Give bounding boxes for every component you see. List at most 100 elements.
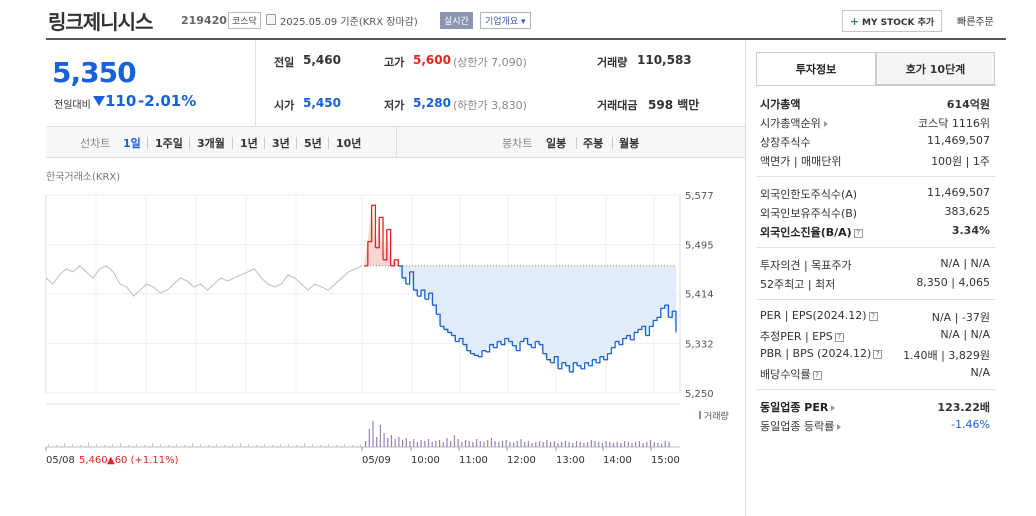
candle-weekly[interactable]: 주봉 — [583, 137, 604, 150]
volume-bar — [635, 442, 637, 447]
price-segment — [668, 311, 673, 318]
period-divider — [396, 127, 397, 158]
volume-bar — [387, 438, 389, 447]
volume-bar — [553, 441, 555, 447]
quick-order-link[interactable]: 빠른주문 — [957, 17, 994, 28]
price-segment — [402, 277, 407, 285]
tab-order-book[interactable]: 호가 10단계 — [876, 52, 995, 85]
volume-bar — [575, 441, 578, 447]
volume-bar — [668, 442, 670, 447]
volume-bar — [405, 438, 407, 447]
candle-monthly[interactable]: 월봉 — [619, 137, 640, 150]
period-10y[interactable]: 10년 — [336, 137, 362, 150]
period-3m[interactable]: 3개월 — [197, 137, 225, 150]
candle-daily[interactable]: 일봉 — [546, 137, 567, 150]
price-segment — [455, 338, 460, 343]
company-info-dropdown[interactable]: 기업개요 ▾ — [480, 12, 531, 29]
volume-bar — [590, 440, 592, 447]
help-icon[interactable]: ? — [873, 349, 883, 359]
prev-day-line — [45, 265, 363, 297]
price-segment — [630, 332, 635, 341]
price-segment — [436, 313, 441, 327]
period-1w[interactable]: 1주일 — [155, 137, 183, 150]
info-row-label: 상장주식수 — [760, 136, 811, 149]
volume-bar — [516, 441, 518, 447]
volume-bar — [379, 425, 381, 447]
info-row: 배당수익률? N/A — [760, 366, 990, 384]
volume-bar — [642, 443, 644, 447]
volume-bar — [402, 440, 404, 447]
price-segment — [660, 305, 666, 309]
volume-bar — [653, 442, 655, 447]
volume-bar — [487, 440, 489, 447]
price-segment — [371, 204, 377, 248]
volume-bar — [160, 444, 161, 447]
volume-bar — [561, 442, 563, 447]
low-value: 5,280 — [413, 96, 451, 110]
x-tick-label: 13:00 — [556, 455, 585, 466]
price-segment — [554, 356, 559, 369]
separator — [328, 137, 329, 149]
price-segment — [535, 340, 540, 345]
help-icon[interactable]: ? — [853, 228, 863, 238]
info-row-value: 3.34% — [951, 224, 990, 237]
my-stock-add-button[interactable]: + MY STOCK 추가 — [842, 10, 942, 32]
info-row: 외국인한도주식수(A) 11,469,507 — [760, 186, 990, 204]
price-segment — [634, 329, 639, 334]
volume-bar — [605, 441, 607, 447]
volume-bar — [176, 444, 177, 447]
info-row: 동일업종 등락률 -1.46% — [760, 418, 990, 436]
help-icon[interactable]: ? — [812, 370, 822, 380]
down-area-fill — [364, 265, 676, 372]
separator — [232, 137, 233, 149]
volume-value: 110,583 — [637, 53, 692, 67]
realtime-button[interactable]: 실시간 — [440, 12, 473, 29]
info-row-value: -1.46% — [951, 418, 990, 431]
volume-bar — [568, 442, 570, 447]
price-segment — [596, 356, 601, 364]
period-1d[interactable]: 1일 — [123, 137, 141, 150]
price-segment — [561, 362, 567, 366]
period-1y[interactable]: 1년 — [240, 137, 258, 150]
volume-bar — [557, 443, 559, 447]
period-3y[interactable]: 3년 — [272, 137, 290, 150]
prev-close-label: 전일 — [274, 56, 295, 69]
info-row-value: 1.40배 | 3,829원 — [903, 349, 990, 362]
price-segment — [394, 259, 399, 266]
price-segment — [649, 320, 654, 328]
price-segment — [603, 353, 609, 361]
volume-bar — [461, 442, 463, 447]
info-row-label[interactable]: 시가총액순위 — [760, 115, 828, 131]
price-segment — [424, 293, 430, 300]
volume-bar — [646, 442, 648, 447]
volume-bar — [420, 440, 422, 447]
volume-bar — [631, 443, 633, 447]
info-row: 외국인보유주식수(B) 383,625 — [760, 205, 990, 223]
tab-invest-info[interactable]: 투자정보 — [756, 52, 876, 85]
price-segment — [641, 325, 647, 336]
price-segment — [580, 362, 586, 370]
price-segment — [615, 340, 620, 345]
plus-icon: + — [849, 14, 860, 28]
volume-bar — [312, 444, 313, 447]
prev-day-price: 5,460 — [79, 455, 108, 466]
price-chart[interactable]: 5,577 5,495 5,414 5,332 5,250 거래량 05/08 05/09 10… — [0, 160, 745, 480]
info-row-label[interactable]: 동일업종 등락률 — [760, 418, 842, 434]
info-row-label[interactable]: 동일업종 PER — [760, 399, 836, 415]
price-segment — [527, 343, 533, 348]
period-5y[interactable]: 5년 — [304, 137, 322, 150]
help-icon[interactable]: ? — [834, 332, 844, 342]
my-stock-add-label: MY STOCK 추가 — [862, 17, 935, 28]
volume-bar — [439, 440, 441, 447]
price-segment — [428, 292, 434, 306]
volume-bar — [120, 443, 121, 447]
volume-bar — [383, 433, 385, 447]
volume-bar — [501, 441, 504, 447]
volume-bar — [376, 437, 378, 447]
help-icon[interactable]: ? — [868, 311, 878, 321]
price-segment — [508, 340, 514, 346]
price-segment — [405, 271, 411, 285]
volume-bar — [483, 442, 485, 447]
info-row: 52주최고 | 최저 8,350 | 4,065 — [760, 276, 990, 294]
x-tick-label: 05/09 — [362, 455, 391, 466]
